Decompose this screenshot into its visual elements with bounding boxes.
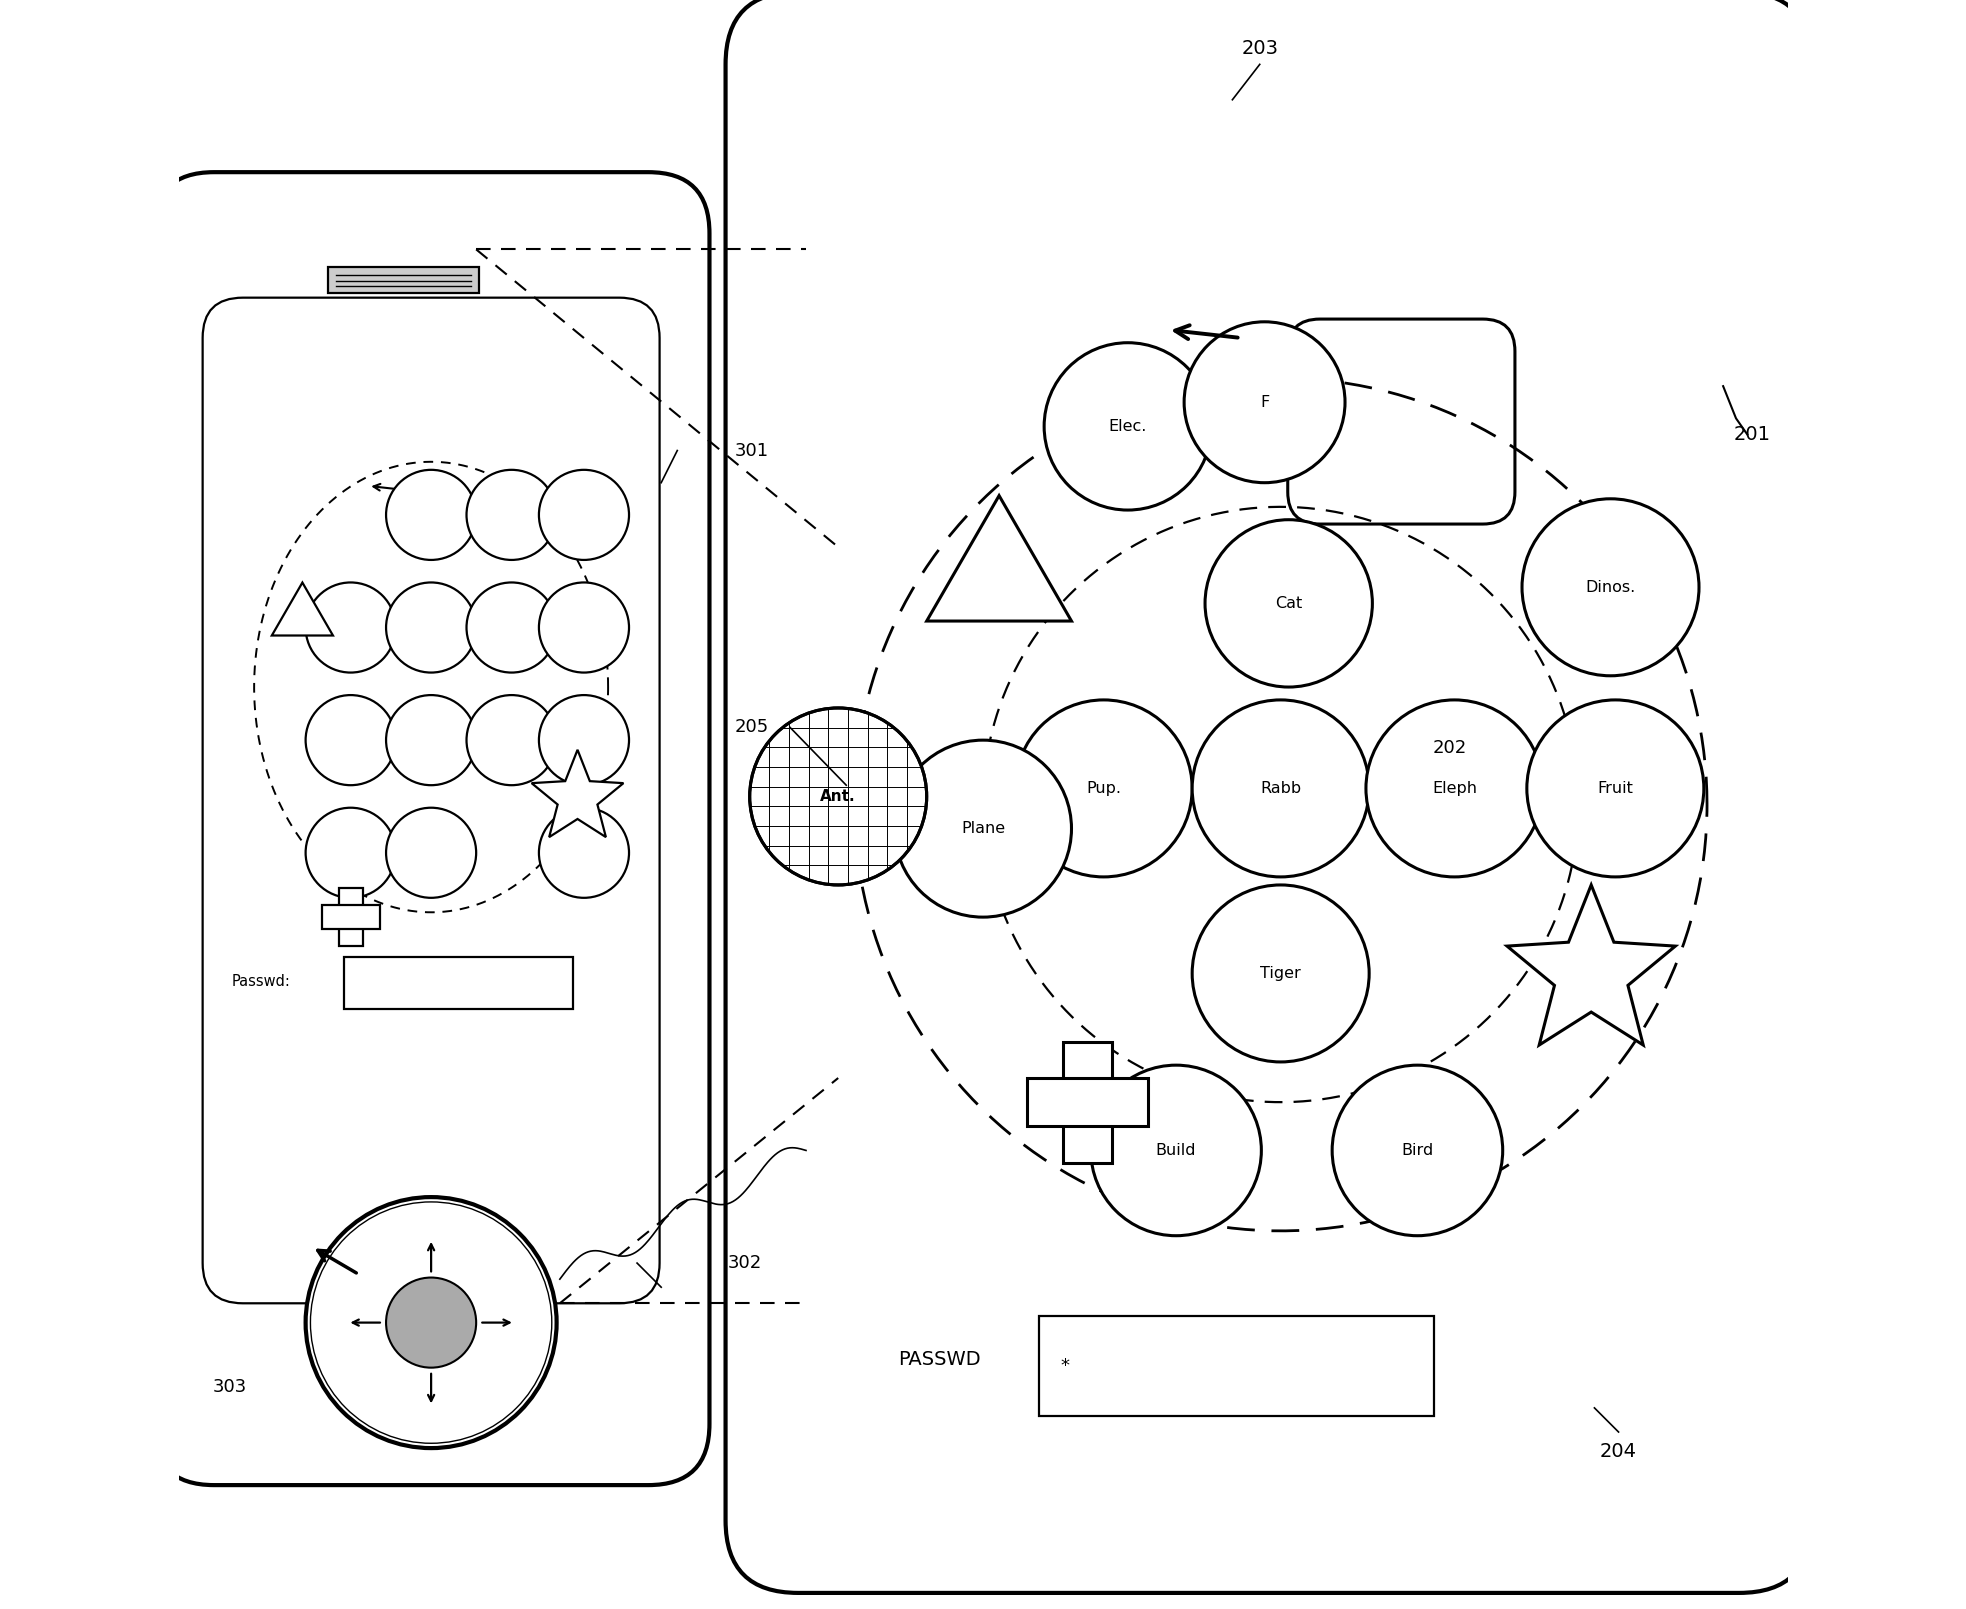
Circle shape [305,695,395,785]
Bar [344,957,572,1009]
Bar [338,888,364,946]
Polygon shape [926,496,1071,621]
Circle shape [1191,700,1368,877]
FancyBboxPatch shape [1288,319,1516,525]
Bar [1028,1078,1148,1126]
Text: Passwd:: Passwd: [232,973,291,990]
Circle shape [385,1278,476,1368]
Bar [328,267,480,293]
Circle shape [895,740,1071,917]
Circle shape [1205,520,1372,687]
Text: Pup.: Pup. [1085,780,1121,796]
Circle shape [1091,1065,1262,1236]
Polygon shape [1508,885,1675,1044]
FancyBboxPatch shape [202,298,659,1303]
Text: Fruit: Fruit [1598,780,1634,796]
Text: Elec.: Elec. [1109,418,1146,434]
Circle shape [1528,700,1705,877]
Circle shape [1014,700,1191,877]
Polygon shape [531,750,623,837]
Bar [1040,1316,1433,1416]
Circle shape [305,582,395,673]
Circle shape [539,695,629,785]
Text: 303: 303 [212,1377,248,1397]
Text: Cat: Cat [1276,595,1301,611]
Polygon shape [271,582,332,636]
Text: Dinos.: Dinos. [1585,579,1636,595]
Text: 201: 201 [1734,425,1771,444]
Text: 205: 205 [733,718,769,737]
Circle shape [1522,499,1699,676]
Circle shape [1184,322,1345,483]
Circle shape [305,808,395,898]
Text: 302: 302 [727,1253,763,1273]
Circle shape [1333,1065,1502,1236]
Text: Rabb: Rabb [1260,780,1301,796]
Circle shape [749,708,926,885]
Circle shape [1366,700,1543,877]
FancyBboxPatch shape [725,0,1811,1593]
Text: *: * [1060,1356,1070,1376]
Circle shape [385,808,476,898]
Text: F: F [1260,394,1270,410]
Text: 203: 203 [1241,39,1278,58]
Circle shape [1191,885,1368,1062]
Text: Eleph: Eleph [1431,780,1476,796]
Circle shape [385,582,476,673]
Text: Ant.: Ant. [820,788,855,804]
Circle shape [539,582,629,673]
Bar [322,904,379,930]
Circle shape [466,470,556,560]
Circle shape [466,582,556,673]
Bar [1064,1043,1111,1162]
Circle shape [305,1197,556,1448]
Circle shape [311,1202,552,1443]
Text: Plane: Plane [961,821,1005,837]
Text: 202: 202 [1433,739,1467,758]
Circle shape [539,808,629,898]
Circle shape [466,695,556,785]
Text: 301: 301 [733,441,769,460]
Text: 204: 204 [1600,1442,1638,1461]
FancyBboxPatch shape [153,172,710,1485]
Text: Tiger: Tiger [1260,965,1301,981]
Text: Bird: Bird [1402,1142,1433,1158]
Circle shape [385,470,476,560]
Circle shape [539,470,629,560]
Circle shape [385,695,476,785]
Text: PASSWD: PASSWD [898,1350,981,1369]
Circle shape [1044,343,1211,510]
Text: Build: Build [1156,1142,1197,1158]
